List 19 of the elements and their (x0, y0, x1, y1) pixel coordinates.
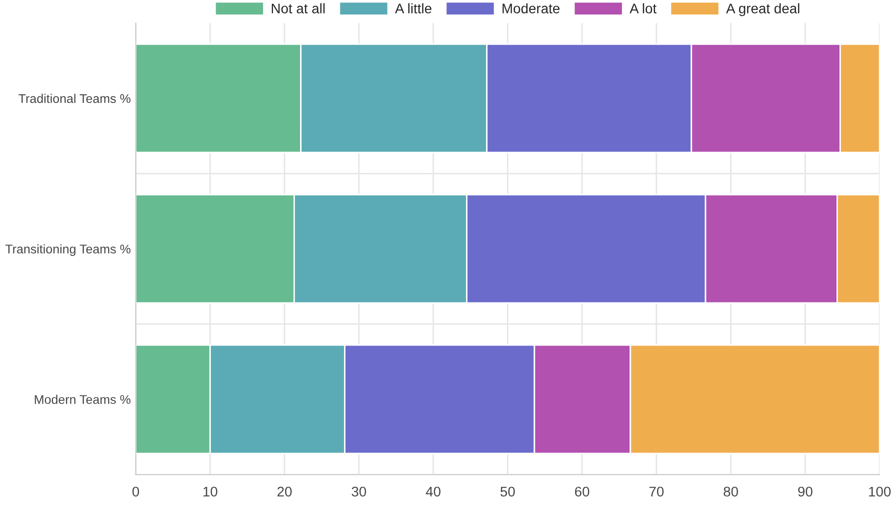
y-tick-label: Modern Teams % (34, 394, 130, 404)
x-tick-label: 50 (500, 486, 515, 497)
x-tick-label: 40 (426, 486, 440, 497)
legend-label: Not at all (272, 3, 325, 14)
legend-label: Moderate (502, 3, 560, 14)
x-tick-label: 10 (203, 486, 218, 497)
x-tick-label: 60 (575, 486, 590, 497)
y-tick-label: Traditional Teams % (18, 94, 130, 103)
legend-label: A little (394, 3, 432, 14)
y-tick-label: Transitioning Teams % (5, 244, 130, 256)
x-tick-label: 30 (352, 486, 366, 497)
legend-label: A great deal (726, 3, 800, 16)
x-tick-label: 20 (277, 486, 292, 497)
legend-label: A lot (630, 3, 657, 14)
x-tick-label: 70 (649, 486, 664, 497)
x-tick-label: 0 (132, 486, 140, 497)
x-tick-label: 80 (724, 486, 738, 497)
x-tick-label: 90 (798, 486, 812, 497)
x-tick-label: 100 (869, 486, 891, 497)
